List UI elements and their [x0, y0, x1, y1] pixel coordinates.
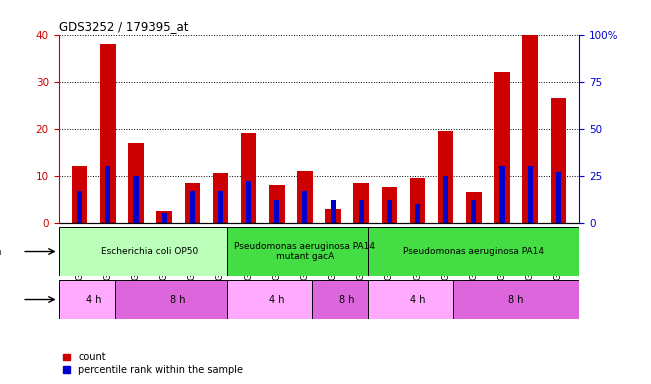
Bar: [218, 191, 223, 223]
Bar: [59, 227, 242, 276]
Bar: [415, 204, 420, 223]
Bar: [185, 183, 200, 223]
Bar: [527, 166, 533, 223]
Text: 8 h: 8 h: [171, 295, 186, 305]
Bar: [353, 183, 369, 223]
Legend: count, percentile rank within the sample: count, percentile rank within the sample: [63, 353, 243, 375]
Text: Escherichia coli OP50: Escherichia coli OP50: [102, 247, 199, 256]
Bar: [190, 191, 195, 223]
Text: Pseudomonas aeruginosa PA14
mutant gacA: Pseudomonas aeruginosa PA14 mutant gacA: [234, 242, 376, 261]
Bar: [368, 280, 467, 319]
Bar: [471, 200, 477, 223]
Text: Pseudomonas aeruginosa PA14: Pseudomonas aeruginosa PA14: [404, 247, 544, 256]
Text: GDS3252 / 179395_at: GDS3252 / 179395_at: [59, 20, 188, 33]
Bar: [115, 280, 242, 319]
Bar: [522, 35, 538, 223]
Bar: [246, 181, 251, 223]
Text: time: time: [0, 295, 1, 305]
Bar: [241, 133, 256, 223]
Bar: [409, 178, 425, 223]
Bar: [77, 191, 82, 223]
Text: 4 h: 4 h: [86, 295, 102, 305]
Bar: [274, 200, 279, 223]
Bar: [387, 200, 392, 223]
Bar: [452, 280, 579, 319]
Bar: [443, 176, 448, 223]
Bar: [302, 191, 307, 223]
Bar: [133, 176, 139, 223]
Bar: [331, 200, 336, 223]
Bar: [227, 227, 382, 276]
Bar: [59, 280, 129, 319]
Bar: [161, 214, 167, 223]
Bar: [438, 131, 453, 223]
Bar: [128, 143, 144, 223]
Bar: [556, 172, 561, 223]
Text: infection: infection: [0, 247, 1, 257]
Bar: [100, 44, 116, 223]
Text: 4 h: 4 h: [409, 295, 425, 305]
Bar: [105, 166, 111, 223]
Bar: [227, 280, 326, 319]
Bar: [156, 211, 172, 223]
Bar: [551, 98, 566, 223]
Bar: [368, 227, 579, 276]
Bar: [359, 200, 364, 223]
Bar: [381, 187, 397, 223]
Bar: [494, 72, 510, 223]
Bar: [213, 173, 229, 223]
Bar: [499, 166, 505, 223]
Bar: [72, 166, 87, 223]
Bar: [269, 185, 284, 223]
Bar: [466, 192, 482, 223]
Text: 8 h: 8 h: [508, 295, 524, 305]
Text: 8 h: 8 h: [339, 295, 355, 305]
Text: 4 h: 4 h: [269, 295, 284, 305]
Bar: [297, 171, 312, 223]
Bar: [326, 209, 341, 223]
Bar: [312, 280, 382, 319]
